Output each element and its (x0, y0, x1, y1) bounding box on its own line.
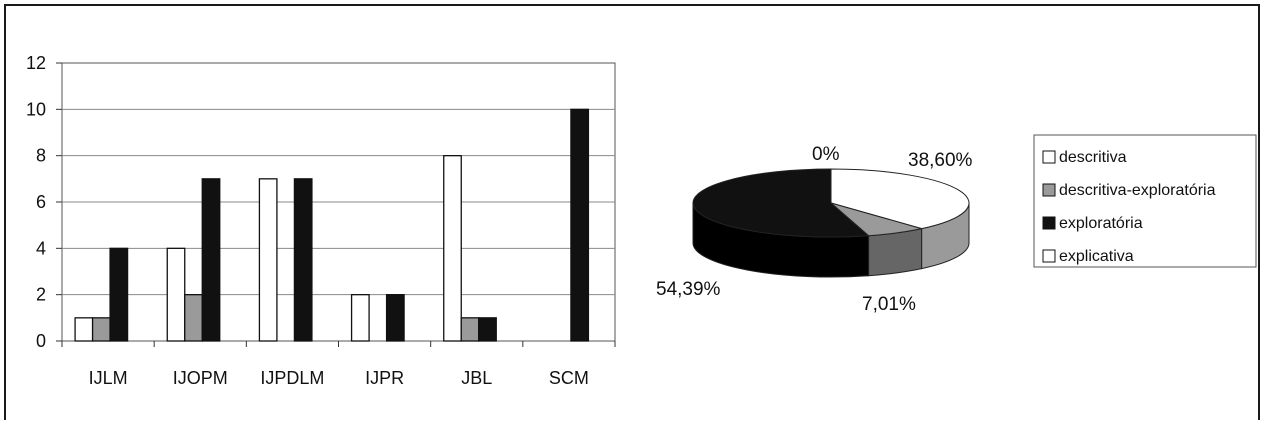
pie-slice-label: 54,39% (656, 279, 721, 300)
pie-slice (692, 168, 870, 238)
x-category-label: SCM (549, 368, 589, 388)
bar (570, 108, 590, 342)
x-category-label: IJPR (365, 368, 404, 388)
bar (385, 294, 405, 342)
y-tick-label: 4 (36, 238, 46, 258)
pie-slice-label: 7,01% (862, 294, 916, 315)
y-tick-label: 10 (26, 99, 46, 119)
y-tick-label: 8 (36, 146, 46, 166)
y-tick-label: 0 (36, 331, 46, 351)
x-category-label: JBL (461, 368, 492, 388)
legend-swatch (1042, 249, 1056, 263)
legend-swatch (1042, 216, 1056, 230)
bar (293, 178, 313, 342)
legend-swatch (1042, 150, 1056, 164)
bar (109, 247, 129, 342)
bar (478, 317, 497, 342)
bar (443, 155, 462, 342)
bar (350, 294, 370, 342)
legend-box (1033, 134, 1257, 268)
legend-label: descritiva-exploratória (1059, 182, 1216, 199)
y-tick-label: 2 (36, 285, 46, 305)
pie-side (868, 228, 923, 277)
pie-slice-label: 0% (812, 144, 840, 165)
pie-slice (830, 168, 970, 230)
legend-label: exploratória (1059, 215, 1143, 232)
pie-slice-label: 38,60% (908, 150, 973, 171)
bar (201, 178, 221, 342)
figure-frame (4, 4, 1260, 420)
x-category-label: IJLM (89, 368, 128, 388)
legend-label: explicativa (1059, 248, 1134, 265)
bar-chart: 0 2 4 6 8 10 12 IJLM IJOPM IJPDLM IJPR JBL SCM (26, 53, 616, 388)
legend-label: descritiva (1059, 149, 1127, 166)
y-tick-label: 12 (26, 53, 46, 73)
x-category-label: IJOPM (173, 368, 228, 388)
bar (258, 178, 278, 342)
legend-swatch (1042, 183, 1056, 197)
x-category-label: IJPDLM (260, 368, 324, 388)
y-tick-label: 6 (36, 192, 46, 212)
